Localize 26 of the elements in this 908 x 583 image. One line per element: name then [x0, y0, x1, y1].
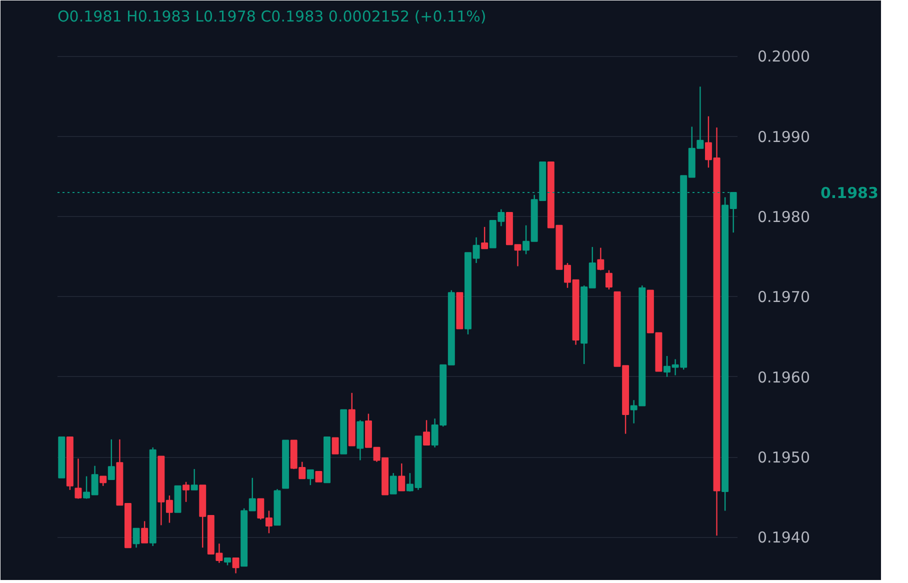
candlestick: [306, 469, 314, 486]
candlestick: [232, 557, 240, 574]
y-tick-label: 0.1990: [758, 128, 810, 146]
chart-title: O0.1981 H0.1983 L0.1978 C0.1983 0.0002152 (+0.11%): [58, 8, 486, 26]
candlestick: [423, 420, 430, 446]
candlestick: [132, 528, 140, 548]
candlestick: [141, 520, 148, 544]
y-tick-label: 0.1950: [758, 448, 810, 467]
candlestick: [390, 472, 397, 495]
candlestick: [190, 468, 198, 490]
candlestick: [332, 437, 339, 454]
candlestick: [108, 438, 115, 480]
candlestick: [597, 247, 604, 271]
y-tick-label: 0.1980: [758, 208, 810, 226]
candlestick: [74, 458, 82, 500]
candlestick: [481, 226, 488, 250]
candlestick: [605, 270, 612, 290]
y-tick-label: 0.1970: [758, 288, 810, 306]
candlestick: [398, 462, 406, 492]
y-tick-label: 0.1960: [758, 368, 810, 386]
ref-line-label: 0.1983: [820, 184, 878, 202]
candlestick: [100, 476, 107, 486]
candlestick: [182, 481, 190, 503]
y-tick-label: 0.1940: [758, 528, 810, 547]
candlestick: [315, 470, 322, 482]
y-tick-label: 0.2000: [758, 48, 810, 66]
